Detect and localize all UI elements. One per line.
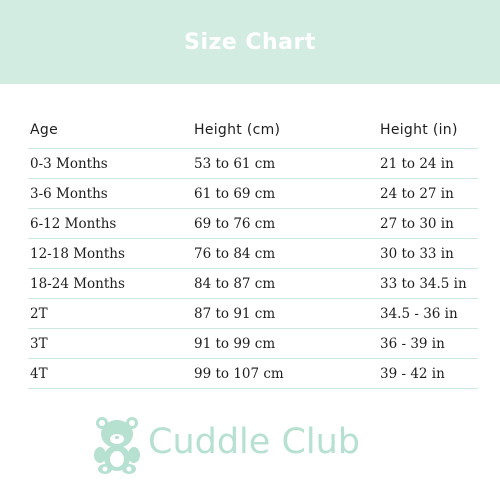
height-cm-cell: 99 to 107 cm [194, 366, 284, 382]
table-row: 3-6 Months 61 to 69 cm 24 to 27 in [28, 179, 478, 209]
table-row: 4T 99 to 107 cm 39 - 42 in [28, 359, 478, 389]
table-row: 6-12 Months 69 to 76 cm 27 to 30 in [28, 209, 478, 239]
height-cm-cell: 69 to 76 cm [194, 216, 276, 232]
height-cm-cell: 76 to 84 cm [194, 246, 276, 262]
column-header-age: Age [30, 122, 58, 138]
age-cell: 12-18 Months [30, 246, 125, 262]
height-in-cell: 39 - 42 in [380, 366, 445, 382]
table-row: 12-18 Months 76 to 84 cm 30 to 33 in [28, 239, 478, 269]
height-in-cell: 21 to 24 in [380, 156, 454, 172]
height-cm-cell: 91 to 99 cm [194, 336, 276, 352]
page-title: Size Chart [184, 30, 316, 55]
teddy-bear-icon [94, 417, 140, 474]
table-header: Age Height (cm) Height (in) [28, 118, 478, 149]
height-in-cell: 27 to 30 in [380, 216, 454, 232]
age-cell: 3-6 Months [30, 186, 108, 202]
height-in-cell: 33 to 34.5 in [380, 276, 467, 292]
column-header-height-in: Height (in) [380, 122, 458, 138]
age-cell: 0-3 Months [30, 156, 108, 172]
height-cm-cell: 53 to 61 cm [194, 156, 276, 172]
table-row: 2T 87 to 91 cm 34.5 - 36 in [28, 299, 478, 329]
age-cell: 18-24 Months [30, 276, 125, 292]
height-in-cell: 36 - 39 in [380, 336, 445, 352]
height-in-cell: 30 to 33 in [380, 246, 454, 262]
header-banner: Size Chart [0, 0, 500, 84]
table-row: 3T 91 to 99 cm 36 - 39 in [28, 329, 478, 359]
column-header-height-cm: Height (cm) [194, 122, 281, 138]
height-cm-cell: 84 to 87 cm [194, 276, 276, 292]
height-in-cell: 34.5 - 36 in [380, 306, 458, 322]
brand-logo: Cuddle Club [92, 414, 412, 476]
height-cm-cell: 87 to 91 cm [194, 306, 276, 322]
table-row: 0-3 Months 53 to 61 cm 21 to 24 in [28, 149, 478, 179]
size-chart-table: Age Height (cm) Height (in) 0-3 Months 5… [28, 118, 478, 389]
height-cm-cell: 61 to 69 cm [194, 186, 276, 202]
height-in-cell: 24 to 27 in [380, 186, 454, 202]
table-row: 18-24 Months 84 to 87 cm 33 to 34.5 in [28, 269, 478, 299]
age-cell: 3T [30, 336, 48, 352]
age-cell: 6-12 Months [30, 216, 117, 232]
brand-name: Cuddle Club [148, 422, 360, 462]
age-cell: 4T [30, 366, 48, 382]
age-cell: 2T [30, 306, 48, 322]
